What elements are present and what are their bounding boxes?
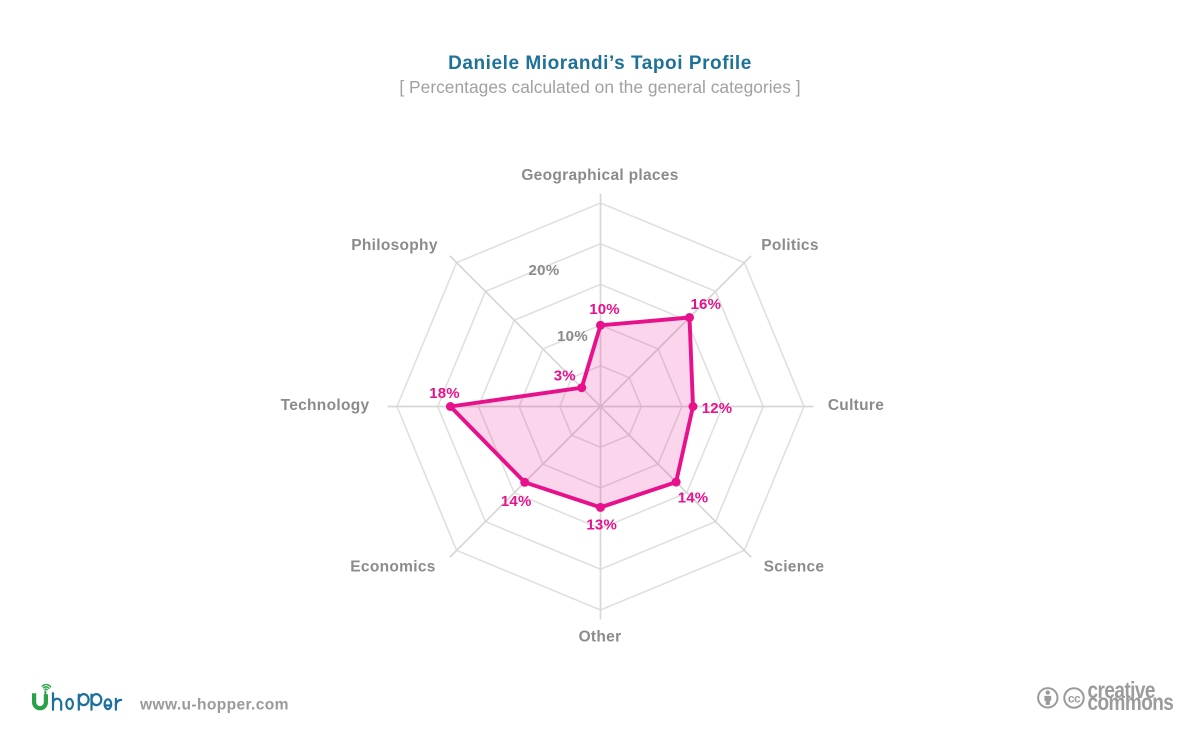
svg-text:Daniele Miorandi’s Tapoi Profi: Daniele Miorandi’s Tapoi Profile <box>448 53 752 74</box>
svg-text:12%: 12% <box>702 400 733 417</box>
svg-text:16%: 16% <box>690 296 721 313</box>
svg-text:18%: 18% <box>429 385 460 402</box>
svg-text:10%: 10% <box>557 328 588 345</box>
svg-text:Culture: Culture <box>828 397 884 414</box>
svg-text:[ Percentages calculated on th: [ Percentages calculated on the general … <box>399 77 800 97</box>
svg-text:3%: 3% <box>554 368 576 385</box>
svg-text:14%: 14% <box>501 493 532 510</box>
svg-text:www.u-hopper.com: www.u-hopper.com <box>139 697 289 714</box>
svg-text:creative: creative <box>1088 678 1155 703</box>
svg-text:Geographical places: Geographical places <box>521 167 678 184</box>
svg-text:Other: Other <box>579 629 622 646</box>
svg-text:commons: commons <box>1088 690 1174 715</box>
svg-text:14%: 14% <box>678 490 709 507</box>
svg-text:20%: 20% <box>529 262 560 279</box>
svg-text:Politics: Politics <box>761 237 819 254</box>
svg-text:Science: Science <box>764 559 825 576</box>
svg-text:Philosophy: Philosophy <box>351 237 438 254</box>
svg-text:10%: 10% <box>589 301 620 318</box>
svg-text:cc: cc <box>1068 691 1081 705</box>
svg-text:13%: 13% <box>586 517 617 534</box>
svg-text:Economics: Economics <box>350 559 435 576</box>
svg-text:Technology: Technology <box>281 397 370 414</box>
